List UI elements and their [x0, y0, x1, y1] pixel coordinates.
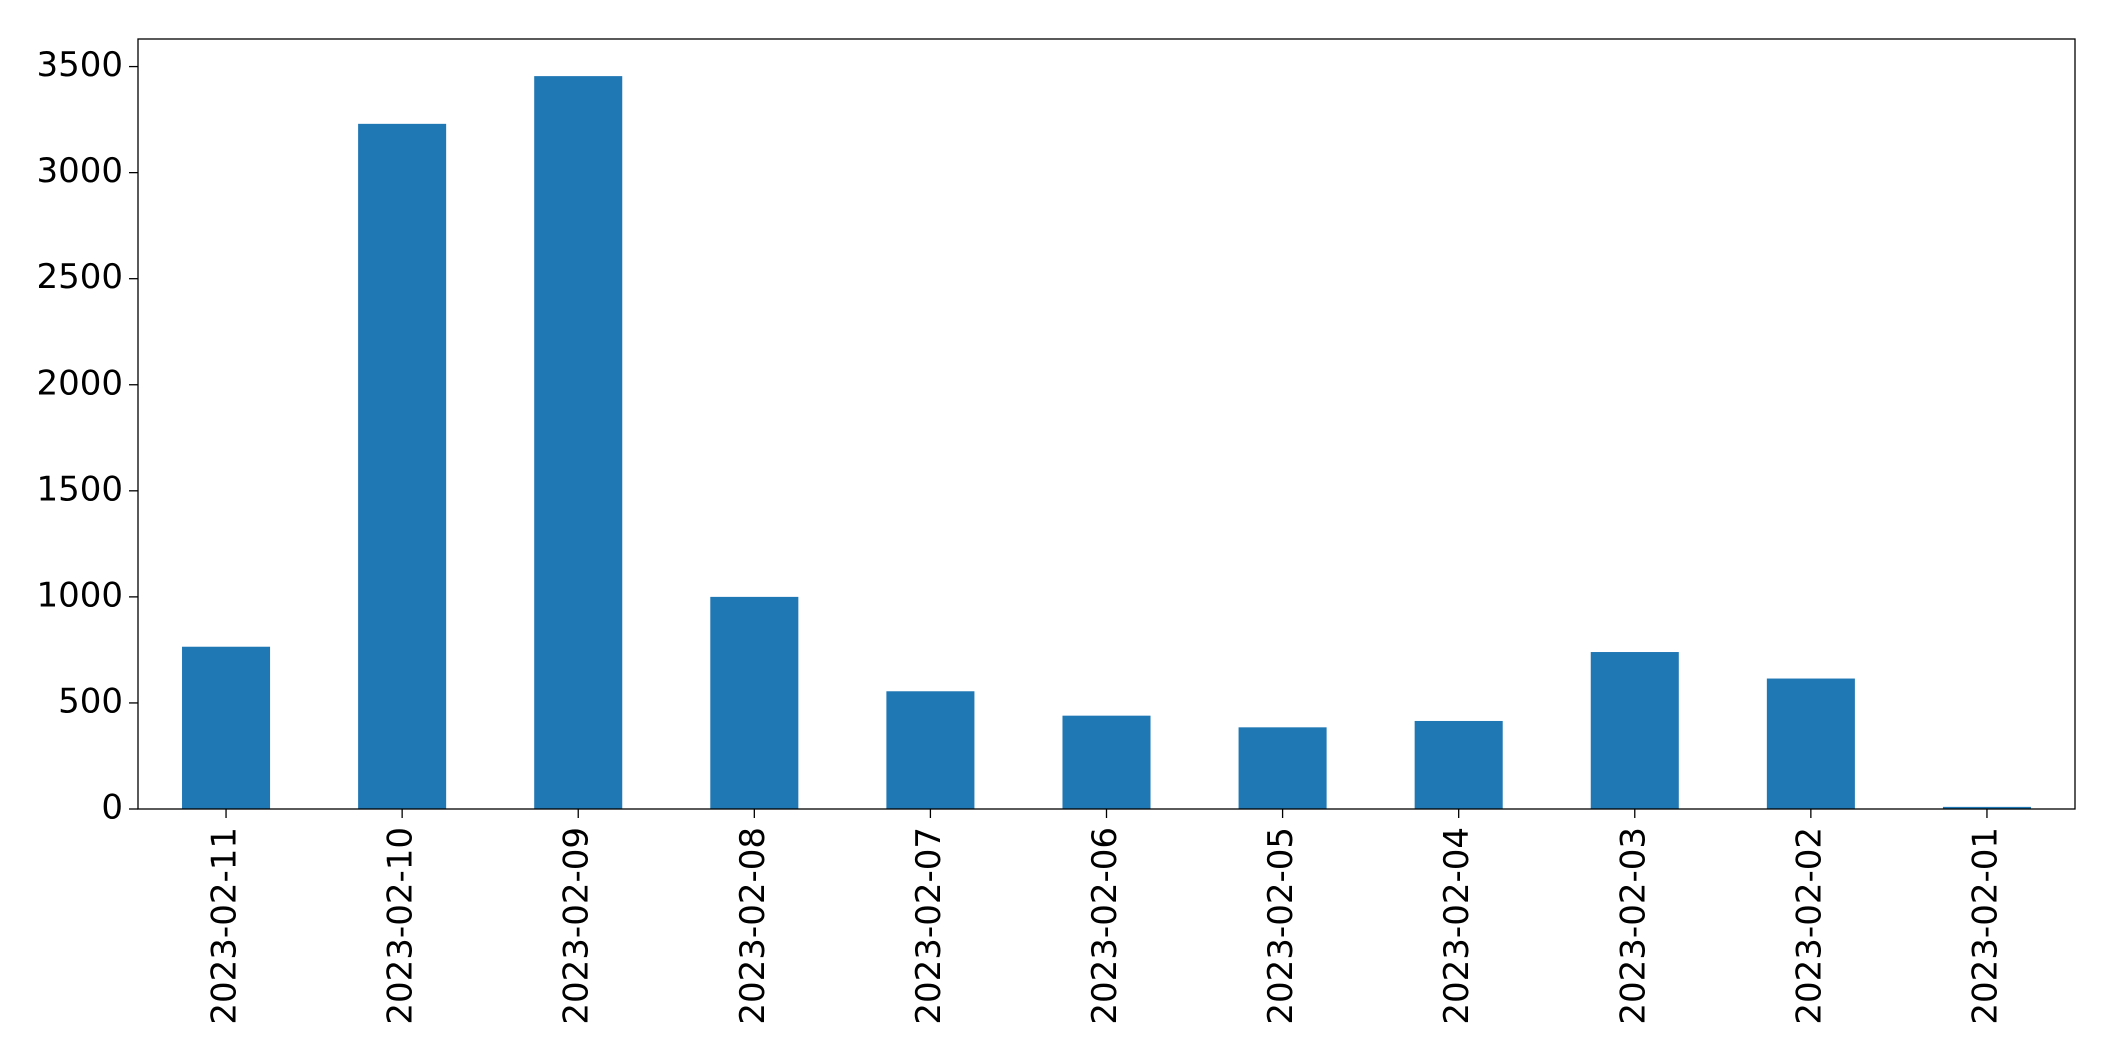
x-tick-label: 2023-02-01 [1965, 827, 2005, 1025]
x-tick-label: 2023-02-11 [205, 827, 245, 1025]
bar [886, 691, 975, 809]
y-tick-label: 3500 [36, 45, 123, 85]
x-tick-label: 2023-02-10 [381, 827, 421, 1025]
bar [1062, 715, 1151, 809]
y-tick-label: 2000 [36, 363, 123, 403]
bar [1766, 678, 1855, 809]
y-tick-label: 1500 [36, 469, 123, 509]
bar [1590, 652, 1679, 809]
y-tick-label: 500 [58, 681, 123, 721]
bar [710, 596, 799, 809]
bar [534, 76, 623, 809]
bar [1238, 727, 1327, 809]
x-tick-label: 2023-02-05 [1261, 827, 1301, 1025]
bar [358, 123, 447, 809]
y-tick-label: 2500 [36, 257, 123, 297]
bar [1414, 720, 1503, 809]
plot-frame [137, 38, 2076, 810]
x-tick-label: 2023-02-04 [1437, 827, 1477, 1025]
y-tick-label: 0 [101, 788, 123, 828]
bar [1942, 806, 2031, 809]
y-tick-label: 3000 [36, 151, 123, 191]
x-tick-label: 2023-02-03 [1613, 827, 1653, 1025]
x-tick-label: 2023-02-07 [909, 827, 949, 1025]
bar [182, 646, 271, 809]
x-tick-label: 2023-02-08 [733, 827, 773, 1025]
x-tick-label: 2023-02-06 [1085, 827, 1125, 1025]
x-tick-label: 2023-02-02 [1789, 827, 1829, 1025]
y-tick-label: 1000 [36, 575, 123, 615]
x-tick-label: 2023-02-09 [557, 827, 597, 1025]
